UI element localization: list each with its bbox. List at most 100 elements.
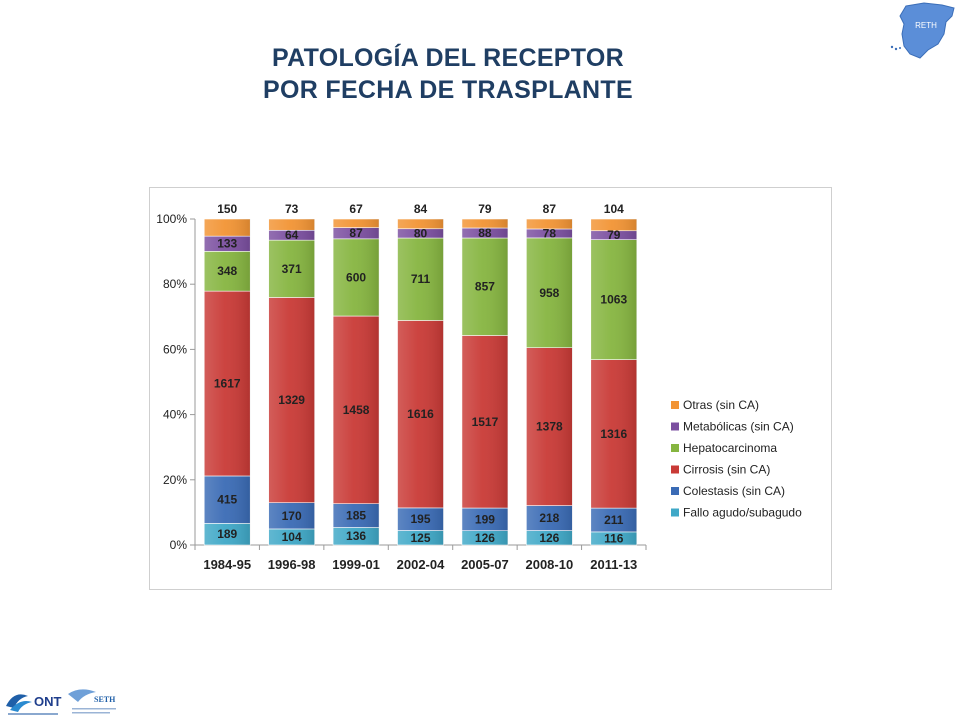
bar-segment-shade — [590, 230, 637, 240]
bar-segment-shade — [590, 508, 637, 532]
legend-entry: Metabólicas (sin CA) — [683, 420, 794, 434]
data-label: 87 — [349, 226, 363, 240]
bar-segment-shade — [397, 507, 444, 531]
data-label: 1517 — [472, 415, 499, 429]
data-label: 211 — [604, 513, 624, 527]
bar-segment-shade — [461, 219, 508, 228]
bar-segment-shade — [268, 528, 315, 545]
bar-segment-shade — [268, 230, 315, 241]
stacked-bar-chart: 0% 20% 40% 60% 80% 100% 189 415 1617 348 133 150 19… — [156, 202, 802, 572]
legend-swatch — [671, 444, 679, 452]
bar-segment-shade — [526, 530, 573, 545]
bar-segment-shade — [526, 219, 573, 229]
y-tick-label: 0% — [170, 538, 188, 552]
legend-swatch — [671, 422, 679, 431]
data-label: 199 — [475, 512, 495, 526]
bar-segment-shade — [397, 320, 444, 508]
legend-entry: Otras (sin CA) — [683, 398, 759, 412]
data-label: 1316 — [600, 427, 627, 441]
title-line-2: POR FECHA DE TRASPLANTE — [263, 76, 633, 104]
legend-swatch — [671, 487, 679, 495]
bar-segment-shade — [333, 503, 380, 528]
bar-segment-shade — [461, 530, 508, 545]
data-label: 126 — [475, 531, 495, 545]
seth-logo-text: SETH — [94, 695, 116, 704]
data-label: 67 — [349, 202, 363, 216]
bar-segment-shade — [204, 251, 251, 292]
data-label: 1458 — [343, 403, 370, 417]
data-label: 1329 — [278, 393, 305, 407]
y-tick-label: 80% — [163, 277, 187, 291]
y-tick-label: 20% — [163, 473, 187, 487]
bar-segment-shade — [204, 219, 251, 237]
x-category-label: 2011-13 — [590, 557, 637, 572]
page-title: PATOLOGÍA DEL RECEPTOR POR FECHA DE TRAS… — [0, 42, 896, 106]
ont-logo: ONT — [6, 694, 62, 715]
bar-segment-shade — [333, 527, 380, 545]
data-label: 84 — [414, 202, 428, 216]
y-tick-label: 100% — [156, 212, 187, 226]
data-label: 88 — [478, 226, 492, 240]
data-label: 87 — [543, 202, 557, 216]
bar-segment-shade — [461, 335, 508, 509]
data-label: 104 — [282, 530, 302, 544]
bar-segment-shade — [461, 508, 508, 531]
bar-segment-shade — [204, 236, 251, 252]
data-label: 415 — [217, 493, 237, 507]
bar-segment-shade — [204, 475, 251, 524]
bar-segment-shade — [397, 238, 444, 321]
data-label: 150 — [217, 202, 237, 216]
data-label: 170 — [282, 509, 302, 523]
data-label: 189 — [217, 527, 237, 541]
ont-logo-text: ONT — [34, 694, 62, 709]
data-label: 79 — [607, 228, 621, 242]
bar-segment-shade — [204, 291, 251, 476]
bar-segment-shade — [268, 297, 315, 503]
bar-segment-shade — [333, 316, 380, 504]
bar-segment-shade — [268, 240, 315, 298]
y-tick-label: 40% — [163, 408, 187, 422]
reth-spain-map-logo: RETH — [890, 2, 955, 59]
y-tick-label: 60% — [163, 342, 187, 356]
data-label: 857 — [475, 280, 495, 294]
data-label: 116 — [604, 531, 624, 545]
x-category-label: 1996-98 — [268, 557, 316, 572]
bar-segment-shade — [268, 219, 315, 231]
legend-entry: Cirrosis (sin CA) — [683, 463, 770, 477]
data-label: 133 — [217, 237, 237, 251]
bar-segment-shade — [526, 228, 573, 238]
bar-segment-shade — [397, 228, 444, 239]
bar-segment-shade — [268, 502, 315, 529]
x-category-label: 1999-01 — [332, 557, 380, 572]
data-label: 125 — [410, 531, 430, 545]
seth-logo: SETH — [68, 689, 116, 714]
x-category-label: 2008-10 — [525, 557, 573, 572]
bar-segment-shade — [333, 238, 380, 317]
bar-segment-shade — [204, 523, 251, 545]
data-label: 126 — [539, 531, 559, 545]
bar-segment-shade — [590, 239, 637, 360]
bar-segment-shade — [590, 359, 637, 509]
data-label: 185 — [346, 509, 366, 523]
data-label: 1617 — [214, 377, 241, 391]
data-label: 958 — [539, 286, 559, 300]
data-label: 1063 — [600, 293, 627, 307]
data-label: 80 — [414, 226, 428, 240]
data-label: 1378 — [536, 420, 563, 434]
reth-logo-text: RETH — [915, 21, 937, 30]
bar-segment-shade — [397, 219, 444, 229]
bar-segment-shade — [526, 505, 573, 531]
bar-segment-shade — [461, 237, 508, 336]
bar-segment-shade — [333, 227, 380, 239]
bar-segment-shade — [397, 530, 444, 545]
data-label: 78 — [543, 226, 557, 240]
legend-swatch — [671, 465, 679, 474]
bar-segment-shade — [590, 531, 637, 545]
bar-segment-shade — [526, 347, 573, 506]
bar-segment-shade — [333, 219, 380, 228]
data-label: 64 — [285, 228, 299, 242]
data-label: 104 — [604, 202, 624, 216]
data-label: 136 — [346, 529, 366, 543]
data-label: 195 — [410, 512, 430, 526]
bar-segment-shade — [461, 227, 508, 238]
